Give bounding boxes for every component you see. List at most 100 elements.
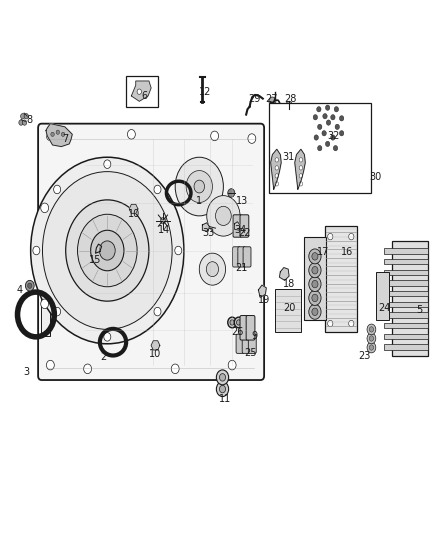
- Circle shape: [199, 253, 226, 285]
- Circle shape: [234, 317, 243, 328]
- Circle shape: [312, 253, 318, 260]
- Circle shape: [349, 320, 354, 327]
- Circle shape: [127, 130, 135, 139]
- FancyBboxPatch shape: [240, 215, 249, 237]
- Circle shape: [51, 132, 54, 136]
- Circle shape: [61, 132, 65, 136]
- Circle shape: [33, 246, 40, 255]
- Text: 5: 5: [417, 305, 423, 315]
- Circle shape: [328, 320, 333, 327]
- Text: 14: 14: [158, 225, 170, 235]
- Bar: [384, 302, 428, 307]
- Circle shape: [24, 114, 28, 119]
- Circle shape: [318, 124, 322, 130]
- Circle shape: [160, 217, 166, 224]
- Circle shape: [56, 130, 60, 134]
- Text: 29: 29: [248, 94, 260, 103]
- Bar: [41, 208, 50, 336]
- Circle shape: [104, 333, 111, 341]
- Text: 30: 30: [370, 172, 382, 182]
- Circle shape: [309, 304, 321, 319]
- Circle shape: [286, 101, 292, 109]
- Text: 17: 17: [317, 247, 329, 256]
- Text: 31: 31: [282, 152, 294, 162]
- Circle shape: [237, 320, 241, 325]
- Text: 8: 8: [27, 115, 33, 125]
- Text: 20: 20: [283, 303, 295, 313]
- Text: 9: 9: [252, 331, 258, 341]
- Circle shape: [309, 249, 321, 264]
- Circle shape: [46, 360, 54, 370]
- Text: 22: 22: [238, 229, 251, 238]
- Polygon shape: [258, 285, 266, 297]
- Circle shape: [219, 385, 226, 393]
- Circle shape: [66, 200, 149, 301]
- Circle shape: [369, 336, 374, 341]
- Circle shape: [216, 370, 229, 385]
- Circle shape: [104, 160, 111, 168]
- Circle shape: [171, 364, 179, 374]
- Text: 24: 24: [378, 303, 391, 313]
- Polygon shape: [234, 222, 240, 230]
- Circle shape: [331, 135, 335, 140]
- Circle shape: [369, 345, 374, 350]
- FancyBboxPatch shape: [238, 247, 246, 267]
- Text: 12: 12: [199, 87, 211, 96]
- Circle shape: [99, 241, 115, 260]
- Circle shape: [299, 158, 303, 162]
- Text: 32: 32: [328, 131, 340, 141]
- Circle shape: [314, 135, 318, 140]
- FancyBboxPatch shape: [243, 247, 251, 267]
- FancyBboxPatch shape: [246, 316, 255, 340]
- Circle shape: [325, 105, 330, 110]
- Circle shape: [312, 308, 318, 316]
- Circle shape: [228, 360, 236, 370]
- Circle shape: [323, 114, 327, 119]
- Text: 6: 6: [141, 91, 148, 101]
- Text: 28: 28: [284, 94, 296, 103]
- Circle shape: [318, 146, 322, 151]
- Circle shape: [228, 189, 235, 197]
- Circle shape: [219, 374, 226, 381]
- Circle shape: [216, 382, 229, 397]
- Circle shape: [206, 262, 219, 277]
- Circle shape: [312, 294, 318, 302]
- Bar: [376, 272, 389, 320]
- Circle shape: [331, 115, 335, 120]
- FancyBboxPatch shape: [236, 334, 244, 353]
- Bar: [269, 103, 371, 193]
- Text: 18: 18: [283, 279, 295, 288]
- FancyBboxPatch shape: [248, 334, 256, 353]
- FancyBboxPatch shape: [38, 124, 264, 380]
- Circle shape: [211, 131, 219, 141]
- Bar: [126, 76, 158, 107]
- Text: 27: 27: [265, 94, 278, 103]
- Bar: [384, 270, 428, 275]
- Circle shape: [299, 166, 303, 170]
- Circle shape: [328, 233, 333, 240]
- Circle shape: [333, 146, 338, 151]
- Circle shape: [312, 280, 318, 288]
- Circle shape: [175, 157, 223, 216]
- Circle shape: [194, 180, 205, 193]
- Polygon shape: [279, 268, 289, 280]
- Circle shape: [84, 364, 92, 374]
- Circle shape: [275, 182, 279, 186]
- Circle shape: [91, 230, 124, 271]
- Bar: [384, 248, 428, 254]
- Circle shape: [275, 158, 279, 162]
- Circle shape: [322, 131, 326, 136]
- Circle shape: [299, 182, 303, 186]
- Circle shape: [230, 320, 234, 325]
- Circle shape: [42, 172, 172, 329]
- Polygon shape: [95, 244, 102, 253]
- Circle shape: [367, 342, 376, 353]
- Polygon shape: [202, 223, 209, 231]
- Polygon shape: [131, 81, 151, 101]
- Circle shape: [334, 107, 339, 112]
- Text: 1: 1: [196, 196, 202, 206]
- FancyBboxPatch shape: [233, 215, 242, 237]
- Bar: [384, 344, 428, 350]
- Bar: [384, 259, 428, 264]
- Bar: [384, 280, 428, 286]
